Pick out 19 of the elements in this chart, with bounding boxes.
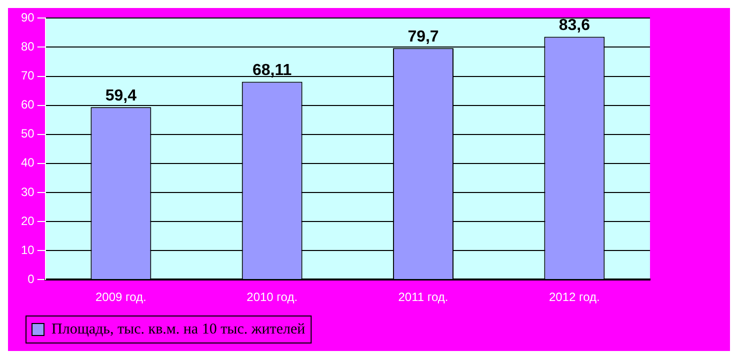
- y-tick-label: 0: [28, 272, 35, 286]
- x-tick-label: 2011 год.: [398, 290, 448, 304]
- y-tick-label: 40: [20, 156, 35, 170]
- x-tick-label: 2009 год.: [95, 290, 146, 304]
- data-label: 59,4: [105, 87, 137, 104]
- y-tick-label: 60: [20, 98, 35, 112]
- legend-label: Площадь, тыс. кв.м. на 10 тыс. жителей: [52, 321, 306, 338]
- y-tick-label: 30: [20, 184, 35, 199]
- y-tick-label: 10: [20, 242, 35, 257]
- data-label: 83,6: [558, 17, 590, 34]
- y-tick-label: 80: [20, 40, 35, 54]
- y-tick-label: 20: [20, 214, 35, 228]
- y-tick-label: 50: [20, 126, 35, 141]
- data-label: 79,7: [408, 28, 439, 46]
- data-label: 68,11: [252, 62, 292, 80]
- y-tick-label: 70: [20, 68, 35, 83]
- y-tick-label: 90: [20, 10, 35, 25]
- x-tick-label: 2010 год.: [246, 290, 298, 304]
- x-tick-label: 2012 год.: [548, 290, 600, 304]
